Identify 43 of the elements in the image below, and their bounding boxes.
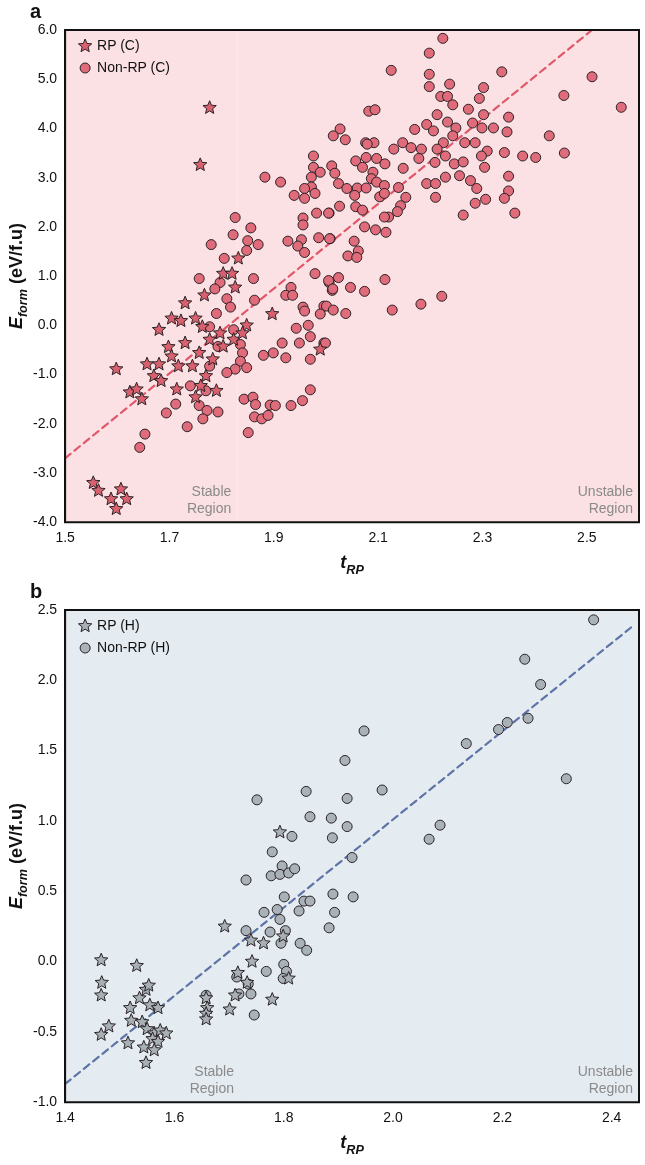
x-tick-label: 2.3	[472, 529, 493, 546]
y-tick-label: -0.5	[33, 1022, 58, 1039]
y-tick-label: -4.0	[33, 513, 58, 530]
y-tick-label: 1.0	[37, 811, 58, 828]
legend-label: RP (H)	[97, 616, 140, 633]
chart-title: b	[30, 579, 43, 602]
x-tick-label: 2.4	[601, 1109, 622, 1126]
y-tick-label: 0.5	[37, 882, 58, 899]
y-tick-label: 2.0	[37, 671, 58, 688]
x-tick-label: 1.7	[159, 529, 180, 546]
y-tick-label: -1.0	[33, 365, 58, 382]
y-axis-title: Eform (eV/f.u)	[6, 223, 31, 330]
y-tick-label: 4.0	[37, 119, 58, 136]
band-label: Unstable Region	[577, 483, 634, 517]
x-tick-label: 1.4	[55, 1109, 76, 1126]
band-label: Stable Region	[186, 483, 232, 517]
x-tick-label: 1.8	[274, 1109, 294, 1126]
x-tick-label: 2.0	[383, 1109, 403, 1126]
x-tick-label: 1.9	[264, 529, 284, 546]
y-tick-label: 6.0	[37, 20, 58, 37]
y-tick-label: 2.0	[37, 217, 58, 234]
y-tick-label: -1.0	[33, 1093, 58, 1110]
y-tick-label: -3.0	[33, 463, 58, 480]
x-tick-label: 2.2	[492, 1109, 513, 1126]
y-axis-title: Eform (eV/f.u)	[6, 803, 31, 910]
y-tick-label: 0.0	[37, 316, 58, 333]
band-label: Unstable Region	[577, 1063, 634, 1097]
legend-label: Non-RP (H)	[97, 638, 170, 655]
band-label: Stable Region	[189, 1063, 235, 1097]
x-tick-label: 2.1	[368, 529, 389, 546]
y-tick-label: 1.5	[37, 741, 58, 758]
x-tick-label: 2.5	[577, 529, 597, 546]
y-tick-label: 5.0	[37, 70, 58, 87]
y-tick-label: 2.5	[37, 600, 58, 617]
y-tick-label: 1.0	[37, 266, 58, 283]
legend-label: Non-RP (C)	[97, 58, 170, 75]
x-tick-label: 1.5	[55, 529, 76, 546]
y-tick-label: 3.0	[37, 168, 58, 185]
chart-title: a	[30, 0, 42, 22]
x-tick-label: 1.6	[164, 1109, 185, 1126]
y-tick-label: 0.0	[37, 952, 58, 969]
y-tick-label: -2.0	[33, 414, 58, 431]
legend-label: RP (C)	[97, 36, 140, 53]
